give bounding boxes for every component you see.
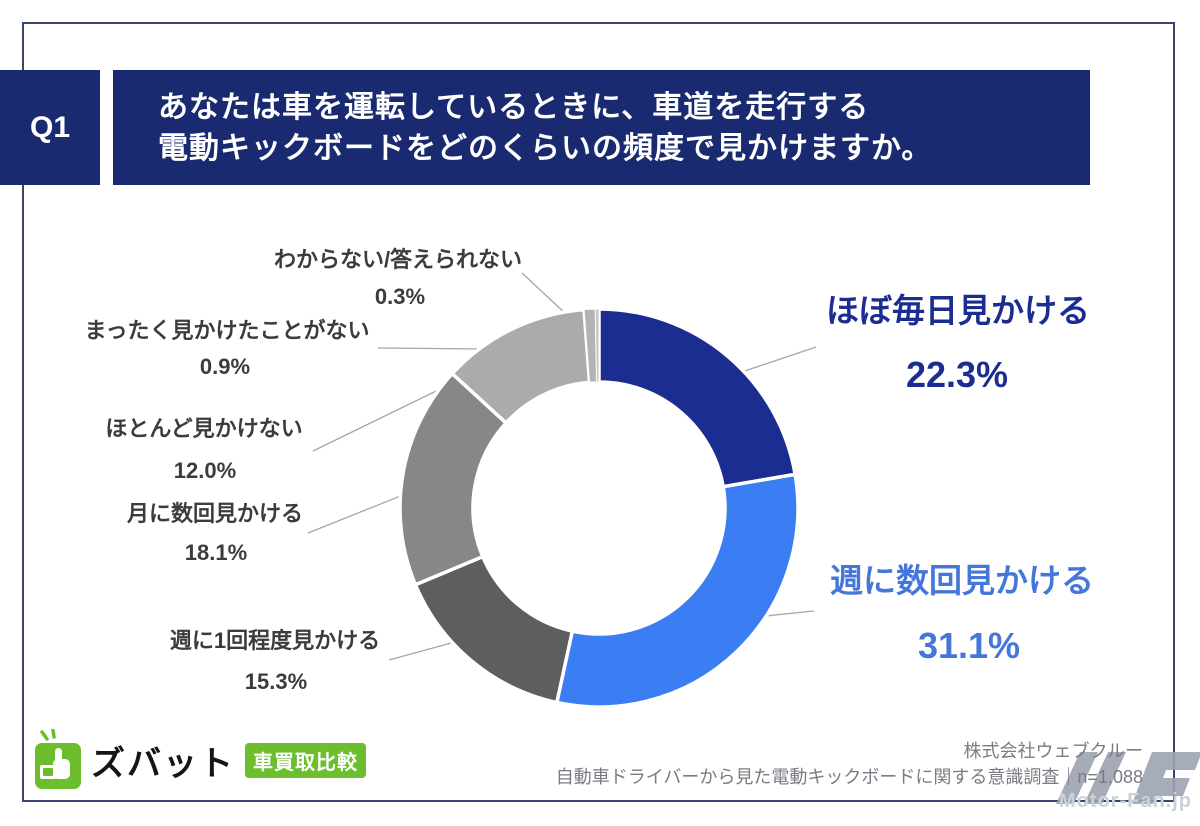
question-title-line2: 電動キックボードをどのくらいの頻度で見かけますか。: [158, 132, 933, 165]
motorfan-watermark-logo: [1056, 752, 1200, 804]
slice-5-value: 0.9%: [199, 354, 251, 379]
zubat-hand-icon: [35, 729, 81, 789]
slice-3-label: 月に数回見かける: [126, 501, 304, 526]
question-title-line1: あなたは車を運転しているときに、車道を走行する: [158, 91, 870, 124]
question-banner: あなたは車を運転しているときに、車道を走行する 電動キックボードをどのくらいの頻…: [113, 70, 1090, 185]
donut-slice-0: [597, 307, 798, 489]
slice-0-label: ほぼ毎日見かける: [826, 292, 1090, 329]
credit-survey: 自動車ドライバーから見た電動キックボードに関する意識調査｜n=1,088: [555, 767, 1143, 787]
motorfan-watermark-text: Motor-Fan.jp: [1058, 790, 1192, 812]
zubat-logo: ズバット 車買取比較: [33, 728, 366, 792]
donut-slice-1: [554, 472, 800, 709]
credit-company: 株式会社ウェブクルー: [963, 741, 1143, 761]
slide-border: [22, 22, 1175, 802]
zubat-logo-badge: 車買取比較: [245, 742, 366, 778]
slice-0-value: 22.3%: [905, 354, 1009, 395]
slice-1-value: 31.1%: [917, 625, 1021, 666]
slice-1-label: 週に数回見かける: [830, 562, 1094, 599]
slice-2-label: 週に1回程度見かける: [169, 628, 381, 653]
credit: 株式会社ウェブクルー 自動車ドライバーから見た電動キックボードに関する意識調査｜…: [556, 738, 1143, 790]
slice-3-value: 18.1%: [184, 540, 248, 565]
slice-6-value: 0.3%: [374, 284, 426, 309]
slice-2-value: 15.3%: [244, 669, 308, 694]
slice-6-label: わからない/答えられない: [273, 247, 523, 272]
donut-slice-6: [594, 308, 600, 383]
donut-slice-2: [413, 554, 575, 705]
question-badge: Q1: [0, 70, 100, 185]
zubat-logo-text: ズバット: [91, 744, 235, 783]
slice-5-label: まったく見かけたことがない: [84, 318, 370, 343]
slice-4-label: ほとんど見かけない: [105, 416, 303, 441]
slice-4-value: 12.0%: [173, 458, 237, 483]
